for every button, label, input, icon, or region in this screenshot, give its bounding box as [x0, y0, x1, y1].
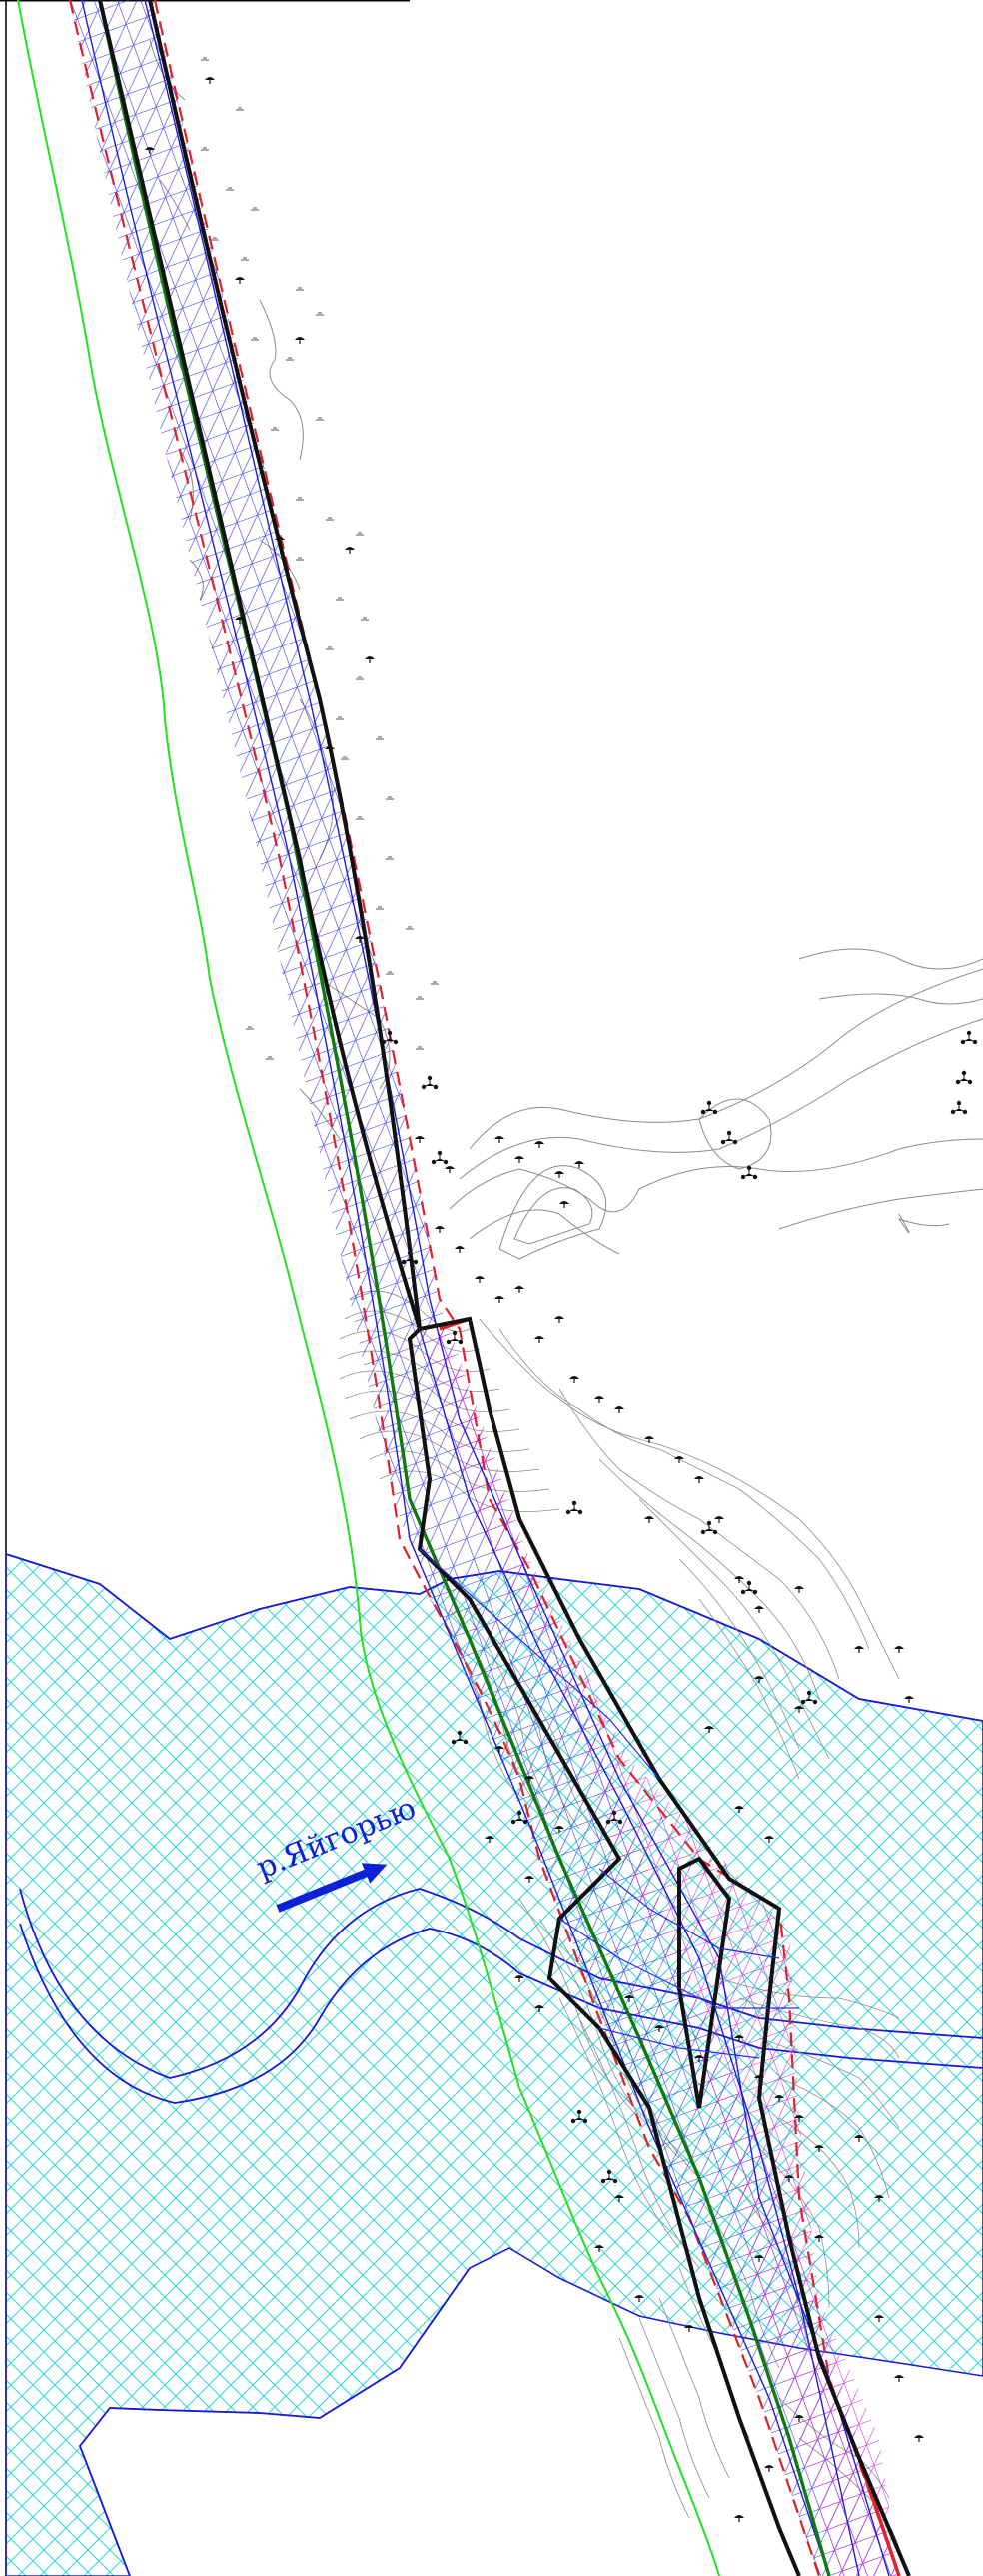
corridor-magenta-grid	[420, 1329, 899, 2576]
corridor-red-edges	[68, 0, 901, 2576]
arrow-right-icon	[276, 1863, 388, 1913]
boundary-black	[98, 0, 911, 2576]
green-boundary-line	[17, 0, 720, 2576]
corridor-blue-edges	[81, 0, 890, 2576]
crossing-lines	[419, 1548, 799, 2059]
corridor-blue-grid	[70, 0, 899, 2576]
